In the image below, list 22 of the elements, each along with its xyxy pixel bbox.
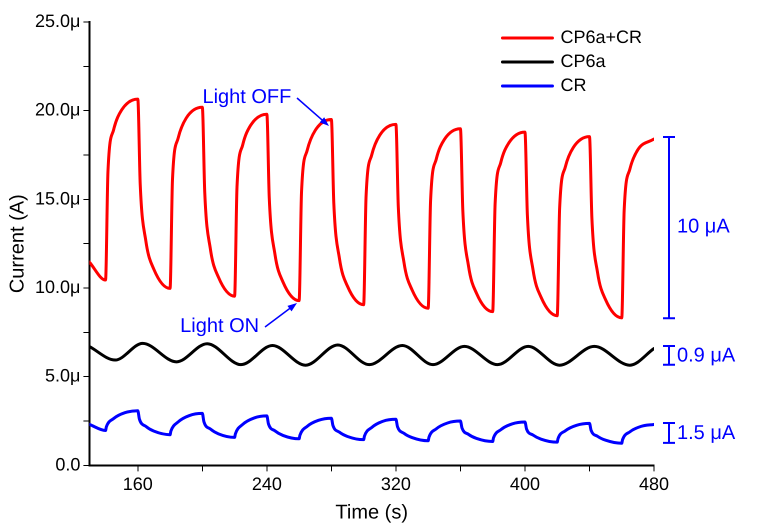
legend-label: CP6a: [560, 50, 606, 71]
x-tick-label: 480: [638, 474, 670, 494]
x-tick-label: 320: [380, 474, 411, 494]
y-tick-label: 5.0μ: [45, 366, 80, 386]
line-series: [89, 409, 654, 445]
x-axis-title: Time (s): [335, 502, 408, 524]
x-tick-label: 240: [252, 474, 282, 494]
y-tick-label: 10.0μ: [35, 277, 80, 298]
y-tick-label: 20.0μ: [35, 100, 80, 120]
legend-label: CP6a+CR: [560, 26, 642, 47]
y-tick-label: 0.0: [55, 454, 80, 474]
legend-label: CR: [560, 74, 586, 95]
y-axis-title: Current (A): [6, 194, 29, 294]
annotation: Light ON: [180, 315, 260, 338]
annotation: Light OFF: [202, 86, 292, 108]
text: 0.9 μA: [677, 344, 736, 366]
y-tick-label: 15.0μ: [35, 188, 80, 208]
x-tick-label: 160: [122, 474, 153, 494]
y-tick-label: 25.0μ: [35, 10, 80, 31]
text: 10 μA: [677, 216, 730, 238]
text: 1.5 μA: [677, 422, 736, 444]
x-tick-label: 400: [510, 474, 540, 494]
